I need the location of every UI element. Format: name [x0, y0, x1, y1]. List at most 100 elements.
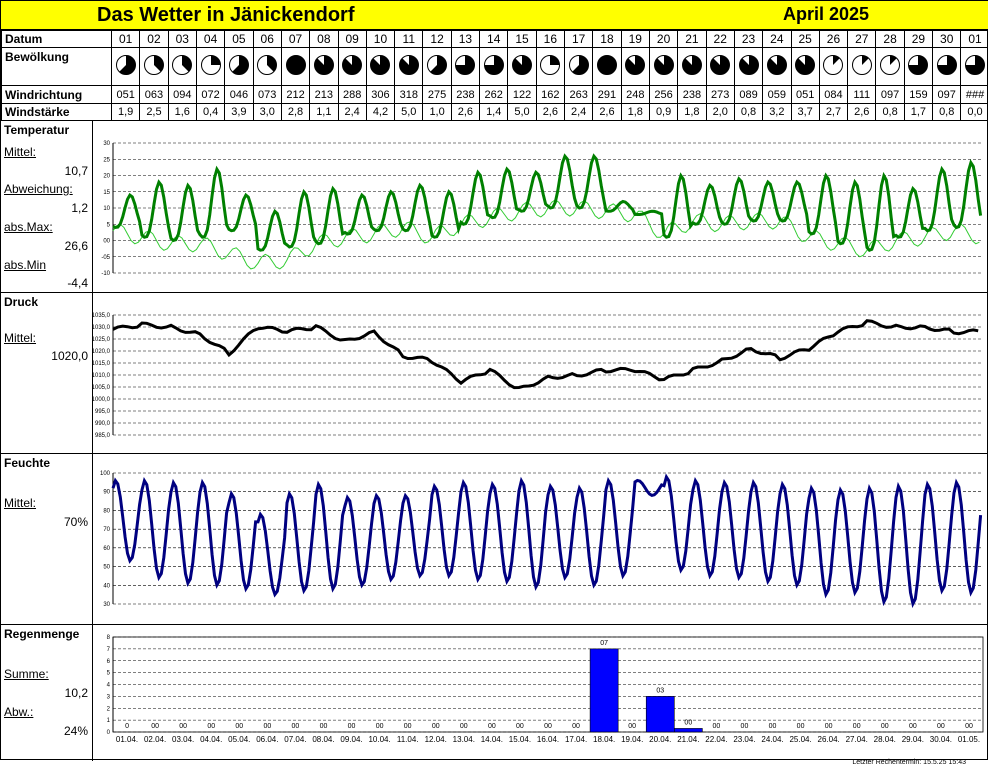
wind-speed-cell: 2,6	[535, 103, 566, 121]
rain-category-label: 09.04.	[340, 735, 362, 744]
temp-absmin-label: abs.Min	[4, 258, 47, 272]
wind-speed-cell: 0,8	[932, 103, 962, 121]
cloud-cover-fill	[654, 55, 674, 75]
cloud-cover-cell	[960, 47, 988, 86]
wind-speed-row: Windstärke 1,9 2,5 1,6 0,4 3,9 3,0 2,8 1,1 2,4 4,…	[1, 103, 988, 121]
temp-mittel-value: 10,7	[64, 164, 88, 178]
cloud-cover-cell	[309, 47, 339, 86]
cloud-cover-fill	[153, 55, 164, 72]
rain-data-label: 00	[572, 723, 580, 730]
cloud-cover-icon	[738, 55, 759, 75]
cloud-cover-icon	[455, 55, 476, 75]
rain-category-label: 01.04.	[116, 735, 138, 744]
press-tick-label: 990,0	[95, 421, 111, 427]
rain-category-label: 10.04.	[368, 735, 390, 744]
wind-direction-cell: 275	[422, 85, 452, 104]
wind-direction-cell: 263	[563, 85, 594, 104]
rain-category-label: 24.04.	[761, 735, 783, 744]
date-cell: 11	[394, 30, 424, 48]
wind-speed-cell: 1,0	[422, 103, 452, 121]
wind-direction-cell: 046	[224, 85, 254, 104]
cloud-row-label: Bewölkung	[1, 47, 112, 86]
cloud-cover-icon	[710, 55, 731, 75]
rain-category-label: 11.04.	[397, 735, 419, 744]
cloud-cover-cell	[394, 47, 424, 86]
cloud-cover-fill	[597, 55, 617, 75]
footer-note: Letzter Rechentermin: 15.5.25 15:43	[852, 759, 966, 766]
cloud-cover-icon	[880, 55, 901, 75]
wind-direction-cell: 097	[932, 85, 962, 104]
rain-category-label: 21.04.	[677, 735, 699, 744]
rain-data-label: 00	[769, 723, 777, 730]
temp-tick-label: -05	[101, 255, 110, 261]
cloud-cover-icon	[342, 55, 363, 75]
hum-tick-label: 80	[103, 508, 110, 514]
cloud-cover-icon	[681, 55, 702, 75]
rain-title: Regenmenge	[4, 627, 80, 641]
date-cell: 24	[762, 30, 792, 48]
press-tick-label: 1010,0	[93, 373, 111, 379]
rain-data-label: 00	[207, 723, 215, 730]
rain-category-label: 19.04.	[621, 735, 643, 744]
rain-data-label: 00	[292, 723, 300, 730]
press-tick-label: 1030,0	[93, 325, 111, 331]
press-tick-label: 1035,0	[93, 313, 111, 319]
cloud-cover-icon	[823, 55, 844, 75]
cloud-cover-icon	[625, 55, 646, 75]
cloud-cover-fill	[232, 55, 249, 75]
cloud-cover-fill	[682, 55, 702, 75]
wind-direction-cell: 111	[847, 85, 877, 104]
rain-data-label: 00	[460, 723, 468, 730]
pressure-mittel-label: Mittel:	[4, 331, 37, 345]
date-cell: 06	[252, 30, 282, 48]
cloud-cover-cell	[818, 47, 849, 86]
rain-category-label: 26.04.	[818, 735, 840, 744]
cloud-cover-fill	[908, 55, 928, 75]
temp-mittel-label: Mittel:	[4, 145, 37, 159]
hum-tick-label: 40	[103, 583, 110, 589]
rain-tick-label: 0	[107, 730, 111, 736]
wind-speed-cell: 0,4	[195, 103, 226, 121]
temp-tick-label: 25	[103, 157, 110, 163]
rain-bar	[645, 696, 675, 733]
date-cell: 17	[563, 30, 594, 48]
cloud-cover-fill	[965, 55, 985, 75]
cloud-cover-icon	[512, 55, 533, 75]
date-cell: 14	[479, 30, 509, 48]
rain-data-label: 00	[797, 723, 805, 730]
cloud-cover-cell	[479, 47, 509, 86]
rain-data-label: 00	[741, 723, 749, 730]
date-cell: 26	[818, 30, 849, 48]
temperature-info: Temperatur Mittel: 10,7 Abweichung: 1,2 …	[1, 121, 93, 292]
cloud-cover-cell	[733, 47, 764, 86]
wind-direction-cell: 318	[394, 85, 424, 104]
rain-data-label: 00	[712, 723, 720, 730]
date-cell: 10	[365, 30, 396, 48]
cloud-cover-cell	[139, 47, 169, 86]
rain-data-label: 03	[656, 687, 664, 694]
date-row-label: Datum	[1, 30, 112, 48]
cloud-cover-fill	[550, 55, 560, 65]
date-cell: 23	[733, 30, 764, 48]
press-tick-label: 1000,0	[93, 397, 111, 403]
date-cell: 03	[167, 30, 197, 48]
wind-speed-cell: 3,2	[762, 103, 792, 121]
rain-category-label: 04.04.	[200, 735, 222, 744]
humidity-mittel-label: Mittel:	[4, 496, 37, 510]
cloud-cover-icon	[398, 55, 419, 75]
rain-data-label: 00	[263, 723, 271, 730]
wind-direction-cell: 094	[167, 85, 197, 104]
rain-data-label: 00	[516, 723, 524, 730]
wind-speed-cell: 2,6	[450, 103, 481, 121]
wind-speed-cell: 0,0	[960, 103, 988, 121]
wind-direction-row-label: Windrichtung	[1, 85, 112, 104]
rain-category-label: 01.05.	[958, 735, 980, 744]
cloud-cover-fill	[833, 55, 841, 65]
cloud-cover-cell	[535, 47, 566, 86]
date-cell: 22	[705, 30, 735, 48]
month-title: April 2025	[783, 4, 870, 24]
wind-speed-cell: 2,4	[337, 103, 367, 121]
cloud-cover-fill	[399, 55, 419, 75]
wind-direction-cell: 238	[450, 85, 481, 104]
wind-speed-cell: 2,5	[139, 103, 169, 121]
